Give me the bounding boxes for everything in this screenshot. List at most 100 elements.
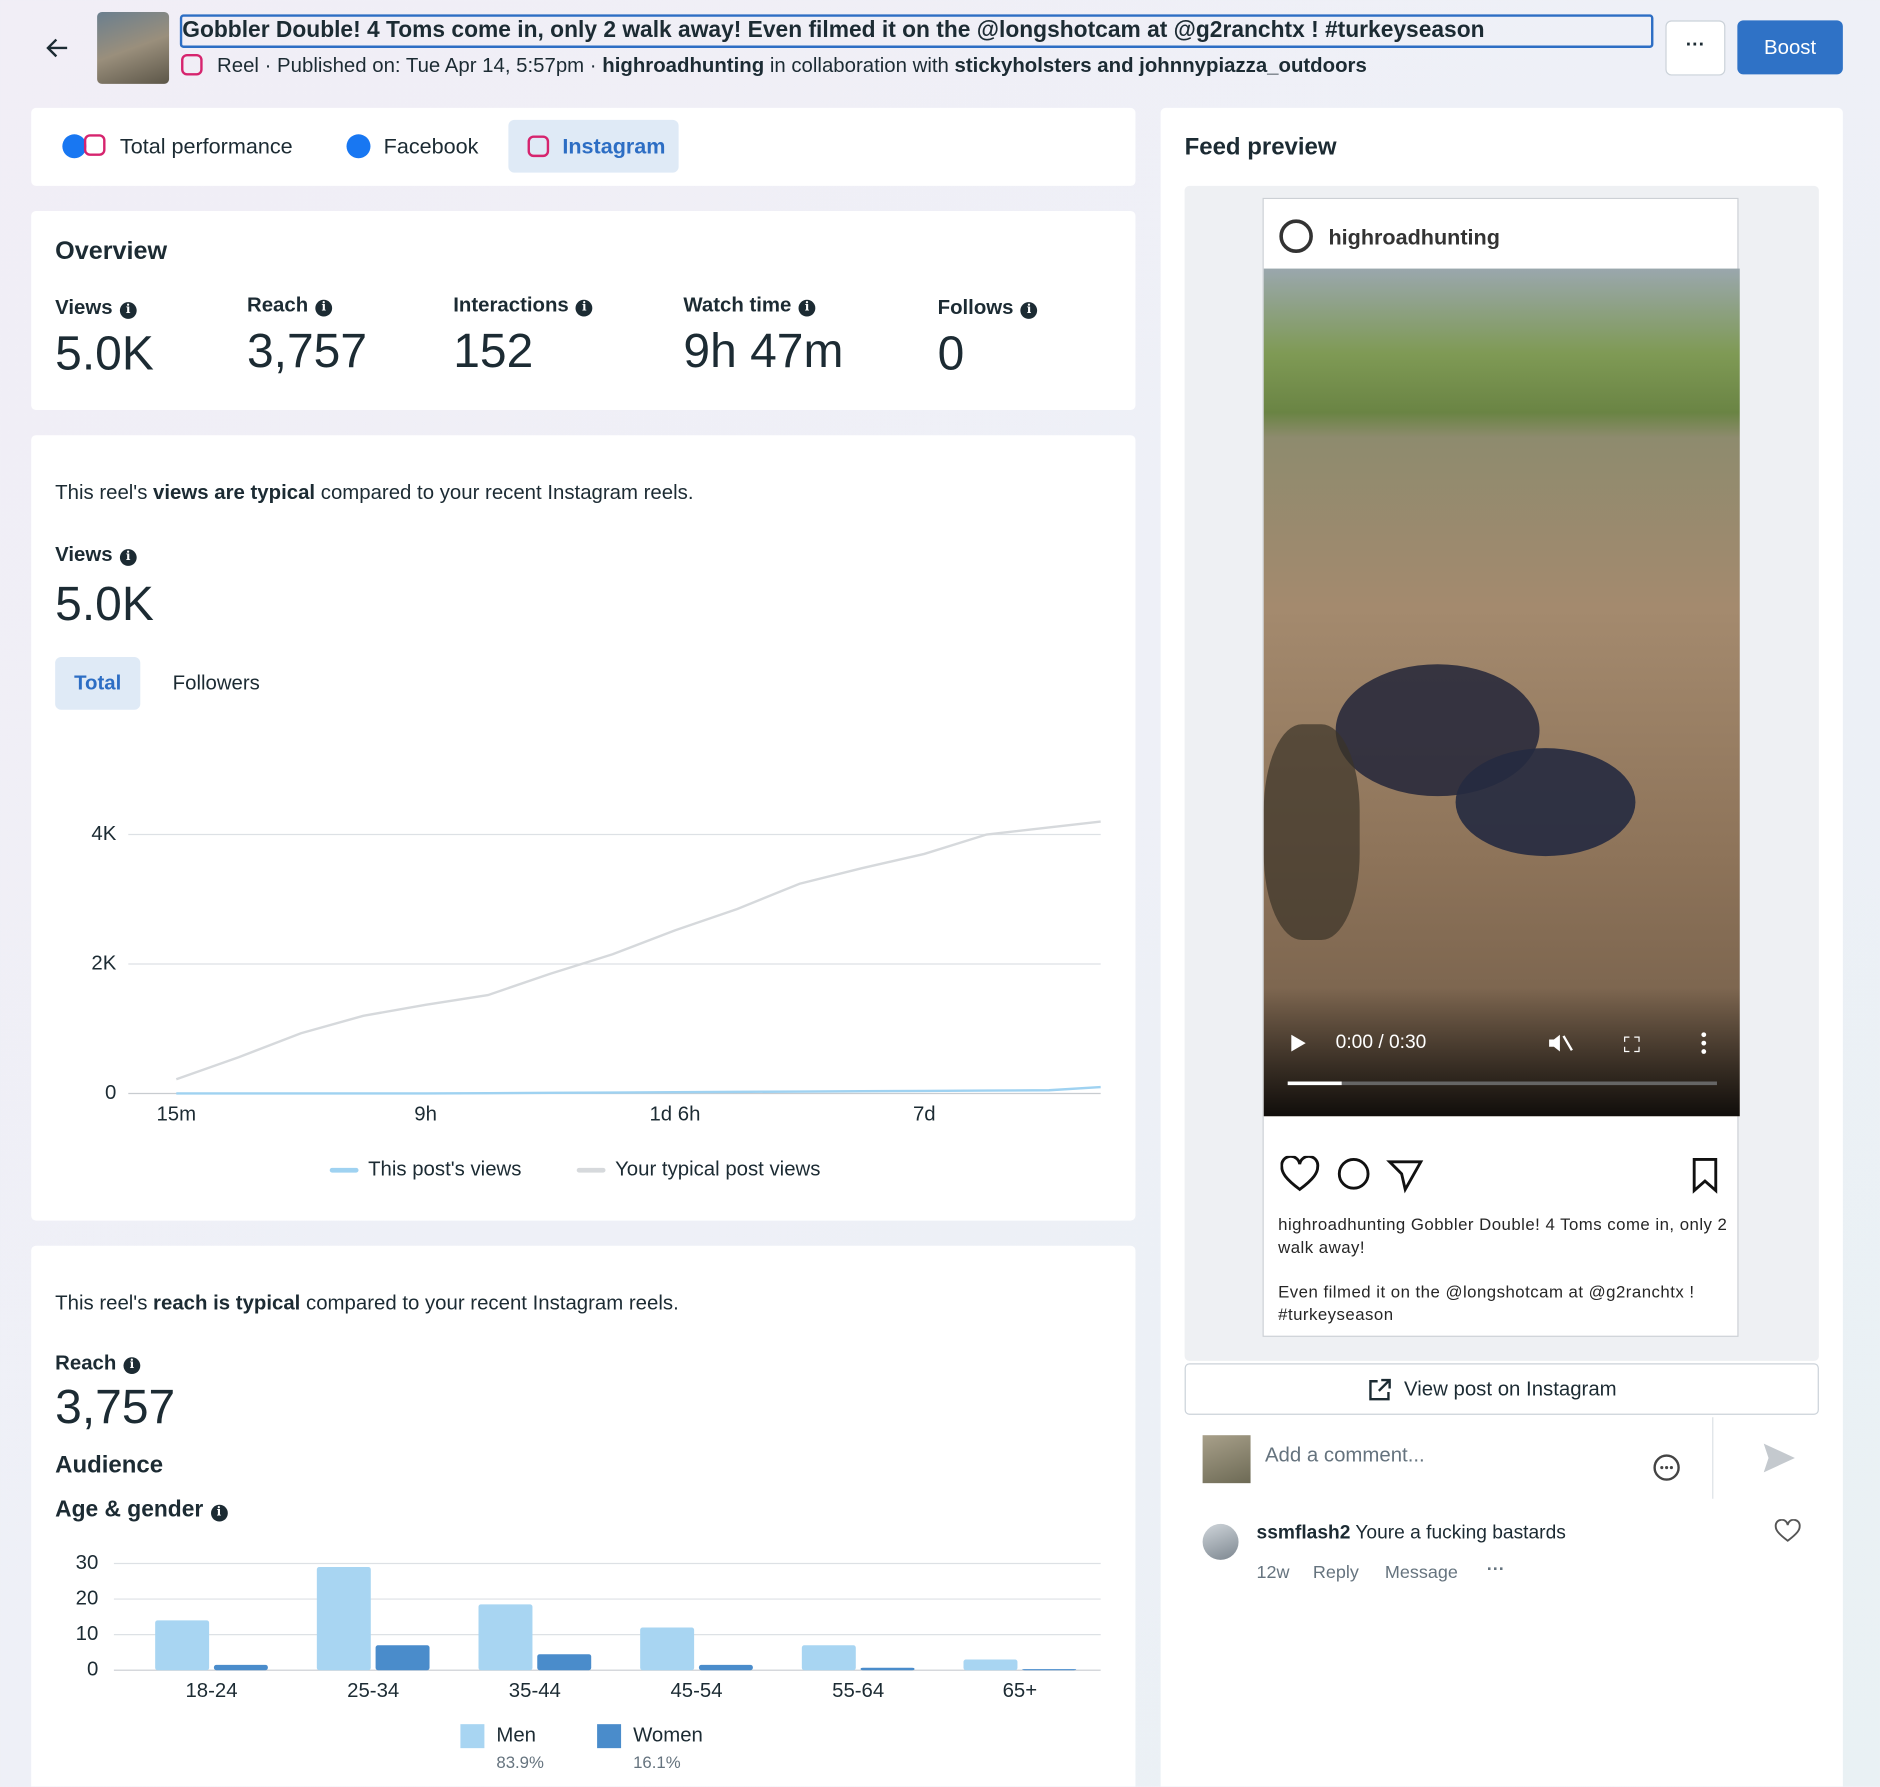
metric-label: Watch time (683, 293, 792, 317)
save-icon[interactable] (1692, 1157, 1718, 1194)
mute-button[interactable] (1547, 1031, 1573, 1055)
collab-text: in collaboration with (764, 53, 955, 77)
age-gender-row: Age & gender i (55, 1497, 228, 1524)
text-bold: reach is typical (153, 1291, 301, 1315)
video-menu[interactable] (1700, 1031, 1707, 1055)
toggle-active[interactable]: Total (55, 657, 141, 710)
reach-label: Reach (55, 1351, 117, 1375)
divider (1712, 1417, 1714, 1499)
user-avatar (1202, 1435, 1251, 1484)
legend-label: Women (633, 1725, 703, 1747)
metric: Watch time i 9h 47m (683, 293, 844, 378)
tab-active[interactable]: Instagram (562, 134, 666, 159)
comment-menu[interactable]: ··· (1486, 1558, 1505, 1580)
like-icon[interactable] (1280, 1155, 1320, 1192)
comment-user: ssmflash2 (1256, 1522, 1351, 1544)
fullscreen-button[interactable] (1623, 1036, 1640, 1053)
meta: Reel · Published on: Tue Apr 14, 5:57pm … (217, 53, 603, 77)
toggle[interactable]: Followers (172, 671, 260, 695)
instagram-icon (83, 134, 106, 156)
bar (801, 1645, 856, 1671)
bar (698, 1664, 753, 1671)
metric-label: Reach (246, 293, 309, 317)
age-gender-title: Age & gender (55, 1497, 204, 1523)
bar (316, 1567, 371, 1671)
reach-value: 3,757 (55, 1381, 176, 1435)
tab[interactable]: Facebook (383, 134, 479, 159)
progress-track[interactable] (1287, 1081, 1717, 1086)
y-tick-label: 20 (76, 1587, 99, 1609)
tab[interactable]: Total performance (119, 134, 293, 159)
views-label-row: Views i (55, 543, 137, 567)
caption: highroadhunting Gobbler Double! 4 Toms c… (1278, 1213, 1740, 1326)
legend-share: 16.1% (633, 1753, 681, 1772)
y-tick-label: 0 (87, 1659, 98, 1681)
instagram-icon (527, 135, 550, 158)
bar (213, 1664, 268, 1671)
view-post-text: View post on Instagram (1404, 1377, 1617, 1401)
series-line (175, 820, 1101, 1081)
instagram-icon (181, 53, 203, 76)
metric: Follows i 0 (938, 296, 1038, 381)
share-icon[interactable] (1386, 1160, 1424, 1194)
post-actions (1280, 1155, 1718, 1194)
overview-card: Overview Views i 5.0K Reach i 3,757 Interact… (31, 211, 1136, 411)
legend-swatch (597, 1724, 622, 1749)
bar (155, 1620, 210, 1671)
play-button[interactable] (1290, 1034, 1307, 1053)
message-link[interactable]: Message (1384, 1562, 1458, 1583)
reach-sentence: This reel's reach is typical compared to… (55, 1291, 679, 1315)
metric-label: Interactions (453, 293, 569, 317)
progress-fill (1287, 1081, 1342, 1086)
metric-value: 9h 47m (683, 324, 844, 378)
comment-icon[interactable] (1337, 1157, 1370, 1190)
controls-bg (1263, 987, 1740, 1117)
reach-label-row: Reach i (55, 1351, 141, 1375)
post-title[interactable]: Gobbler Double! 4 Toms come in, only 2 w… (179, 14, 1654, 48)
more-button[interactable]: ··· (1665, 20, 1726, 76)
metric-value: 0 (937, 327, 965, 381)
commenter-avatar (1202, 1523, 1239, 1560)
caption-line: highroadhunting Gobbler Double! 4 Toms c… (1278, 1214, 1728, 1257)
x-tick-label: 15m (156, 1103, 196, 1125)
active-tab-bg (508, 119, 679, 173)
bar (860, 1667, 915, 1671)
x-tick-label: 25-34 (347, 1680, 399, 1702)
views-label: Views (55, 543, 113, 566)
x-tick-label: 55-64 (832, 1680, 884, 1702)
legend-label: Men (496, 1725, 536, 1747)
post-username: highroadhunting (1328, 225, 1500, 250)
y-tick-label: 0 (105, 1082, 116, 1104)
comment-input[interactable]: Add a comment... (1264, 1443, 1425, 1467)
metric-label: Views (55, 296, 113, 319)
metric: Reach i 3,757 (246, 293, 368, 378)
preview-card: Feed preview highroadhunting 0:00 / 0:30 (1160, 107, 1843, 1787)
metric: Interactions i 152 (453, 294, 593, 379)
boost-button[interactable]: Boost (1737, 20, 1843, 75)
views-sentence: This reel's views are typical compared t… (55, 481, 693, 505)
bar (963, 1659, 1018, 1671)
legend-label: Your typical post views (615, 1159, 820, 1181)
view-post-button[interactable]: View post on Instagram (1184, 1363, 1819, 1415)
text: This reel's (55, 480, 154, 504)
post-frame: highroadhunting 0:00 / 0:30 high (1262, 197, 1740, 1337)
video[interactable]: 0:00 / 0:30 (1263, 268, 1740, 1117)
bar (478, 1604, 533, 1671)
back-button[interactable] (43, 34, 72, 63)
send-button[interactable] (1763, 1442, 1797, 1473)
bar (537, 1654, 592, 1671)
external-icon (1369, 1378, 1391, 1401)
emoji-button[interactable] (1652, 1453, 1681, 1482)
comment: ssmflash2 Youre a fucking bastards (1257, 1523, 1566, 1545)
age-gender-chart: 0 10 20 30 18-24 25-34 35-44 45-54 55-64 65+ Men 83… (76, 1552, 1101, 1772)
views-value: 5.0K (55, 577, 154, 631)
overview-title: Overview (55, 237, 168, 265)
reply-link[interactable]: Reply (1312, 1562, 1359, 1583)
x-tick-label: 18-24 (185, 1680, 237, 1702)
x-tick-label: 65+ (1003, 1680, 1038, 1702)
avatar (1279, 219, 1313, 253)
comment-like[interactable] (1774, 1519, 1801, 1543)
